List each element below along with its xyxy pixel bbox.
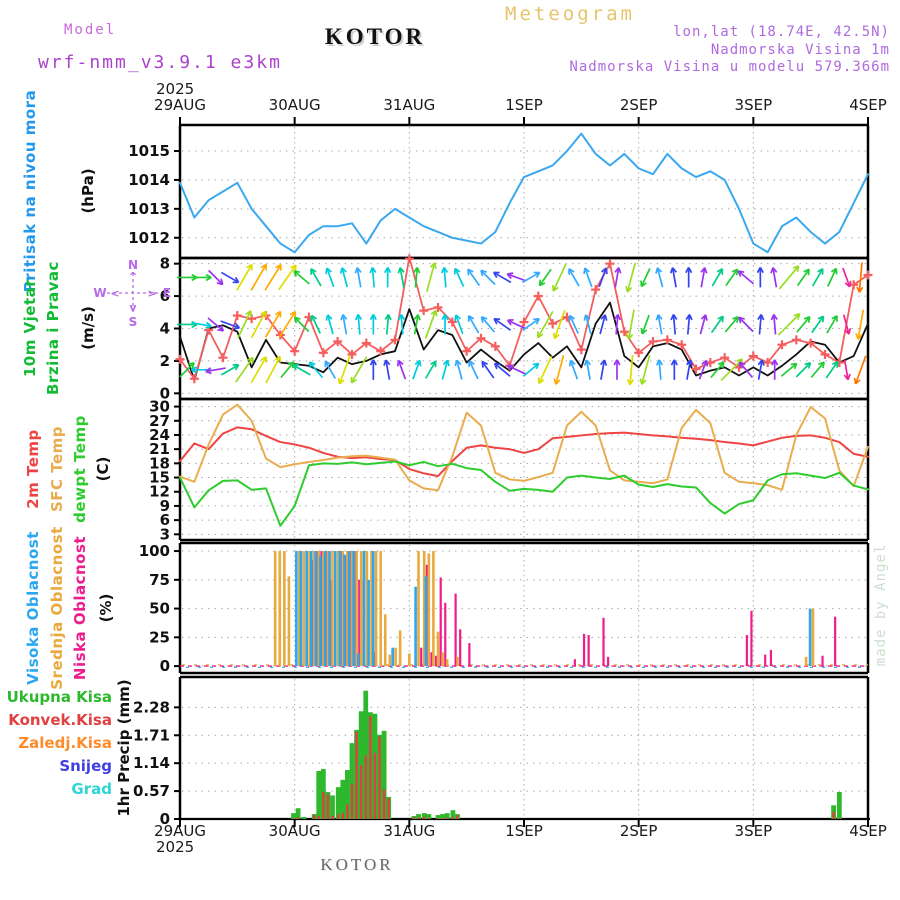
svg-text:v: v	[129, 301, 137, 314]
axis-day-label: 2SEP	[619, 96, 658, 114]
svg-text:3: 3	[160, 525, 170, 543]
svg-text:1012: 1012	[128, 229, 170, 247]
svg-text:6: 6	[160, 287, 170, 305]
axis-day-label: 31AUG	[383, 96, 436, 114]
axis-day-label: 30AUG	[268, 96, 321, 114]
model-label: Model	[64, 22, 117, 38]
svg-text:1014: 1014	[128, 171, 170, 189]
axis-day-label: 1SEP	[505, 822, 543, 840]
svg-text:24: 24	[149, 426, 170, 444]
axis-day-label: 29AUG	[154, 822, 206, 840]
axis-day-label: 30AUG	[268, 822, 321, 840]
svg-text:1.71: 1.71	[133, 726, 170, 744]
svg-text:1.14: 1.14	[133, 754, 170, 772]
axis-day-label: 2SEP	[619, 822, 658, 840]
svg-text:21: 21	[149, 440, 170, 458]
svg-text:0: 0	[160, 657, 170, 675]
svg-text:8: 8	[160, 255, 170, 273]
svg-text:<: <	[110, 287, 119, 300]
station-title: KOTOR	[324, 24, 426, 49]
svg-text:4: 4	[160, 320, 170, 338]
svg-text:12: 12	[149, 483, 170, 501]
svg-text:30: 30	[149, 398, 170, 416]
axis-day-label: 31AUG	[383, 822, 436, 840]
svg-text:W: W	[93, 286, 106, 300]
precip-snow-label: Snijeg	[59, 757, 112, 775]
svg-text:75: 75	[149, 571, 170, 589]
bottom-axis-year: 2025	[156, 838, 195, 856]
model-version: wrf-nmm_v3.9.1 e3km	[38, 52, 282, 73]
axis-day-label: 3SEP	[734, 822, 773, 840]
precip-strat-label: Zaledj.Kisa	[18, 734, 112, 752]
svg-text:25: 25	[149, 628, 170, 646]
svg-text:>: >	[147, 287, 156, 300]
svg-text:27: 27	[149, 412, 170, 430]
svg-text:^: ^	[128, 270, 137, 283]
svg-text:50: 50	[149, 600, 170, 618]
svg-text:6: 6	[160, 511, 170, 529]
svg-text:E: E	[163, 286, 171, 300]
svg-text:2: 2	[160, 352, 170, 370]
svg-text:18: 18	[149, 454, 170, 472]
model-elevation-label: Nadmorska Visina u modelu 579.366m	[569, 59, 890, 75]
svg-text:100: 100	[139, 542, 170, 560]
svg-text:0.57: 0.57	[133, 782, 170, 800]
svg-text:15: 15	[149, 469, 170, 487]
svg-text:1013: 1013	[128, 200, 170, 218]
precip-hail-label: Grad	[71, 780, 112, 798]
axis-day-label: 4SEP	[849, 822, 887, 840]
meteogram-title: Meteogram	[505, 3, 635, 25]
precip-conv-label: Konvek.Kisa	[8, 711, 112, 729]
svg-text:9: 9	[160, 497, 170, 515]
svg-text:S: S	[129, 315, 138, 329]
svg-text:2.28: 2.28	[133, 698, 170, 716]
top-axis-year: 2025	[156, 80, 195, 98]
lonlat-label: lon,lat (18.74E, 42.5N)	[673, 24, 890, 40]
axis-day-label: 1SEP	[505, 96, 543, 114]
svg-text:0: 0	[160, 384, 170, 402]
svg-text:0: 0	[160, 810, 170, 828]
axis-day-label: 4SEP	[849, 96, 887, 114]
axis-day-label: 3SEP	[734, 96, 773, 114]
svg-text:N: N	[128, 258, 138, 272]
footer-station: KOTOR	[320, 855, 394, 874]
precip-total-label: Ukupna Kisa	[6, 688, 112, 706]
axis-day-label: 29AUG	[154, 96, 206, 114]
elevation-label: Nadmorska Visina 1m	[710, 42, 890, 58]
svg-text:1015: 1015	[128, 142, 170, 160]
